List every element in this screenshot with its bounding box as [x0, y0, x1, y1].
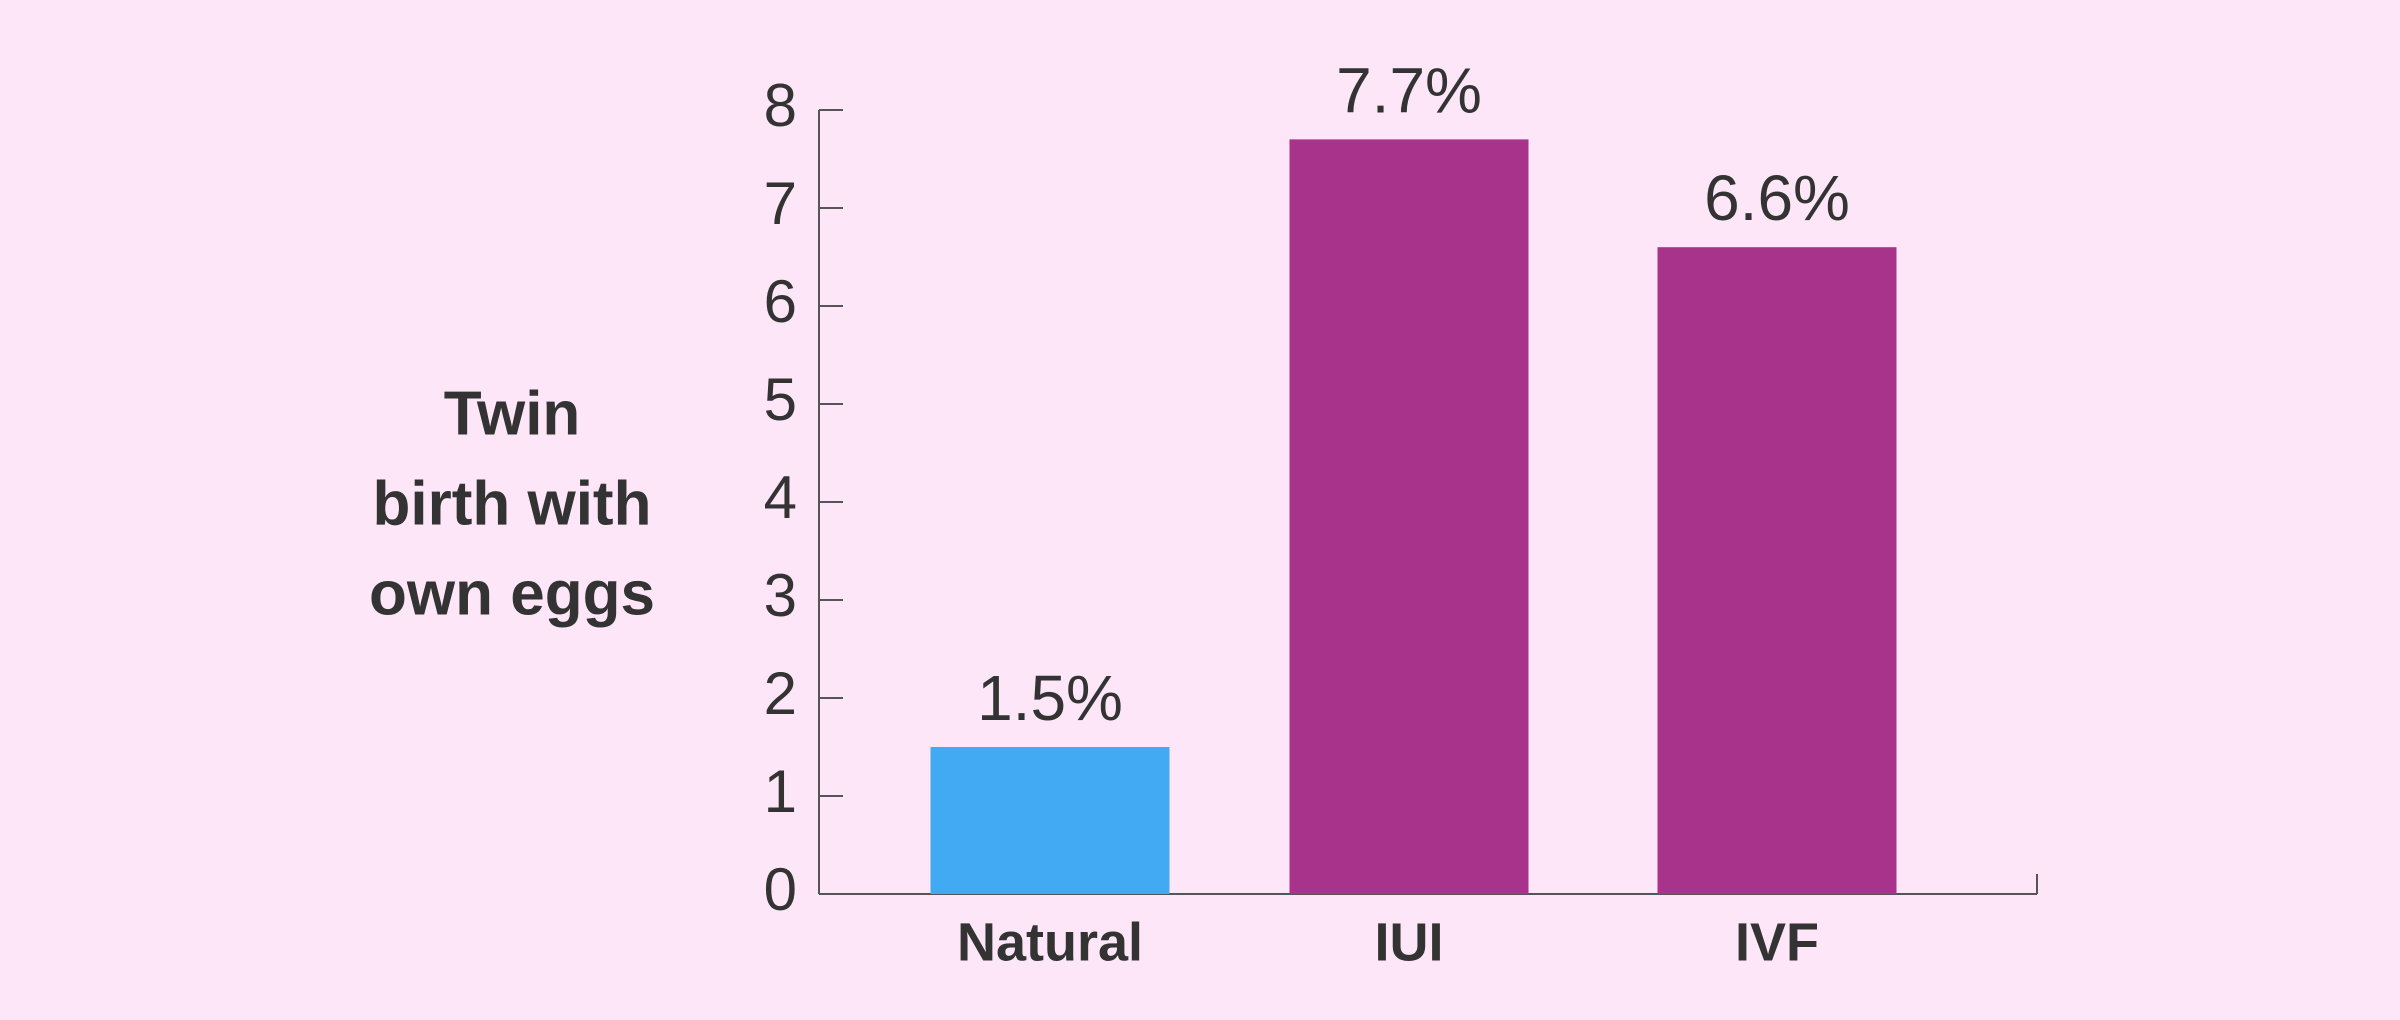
y-tick-label: 3: [764, 562, 797, 629]
y-axis-label: own eggs: [369, 559, 655, 628]
y-tick-label: 0: [764, 856, 797, 923]
x-tick-label: IVF: [1735, 912, 1819, 972]
bar: [1289, 139, 1529, 894]
x-tick-label: IUI: [1374, 912, 1443, 972]
y-tick-label: 1: [764, 758, 797, 825]
y-axis-label: birth with: [373, 469, 652, 538]
value-label: 6.6%: [1704, 162, 1850, 234]
y-tick-label: 2: [764, 660, 797, 727]
value-label: 7.7%: [1336, 54, 1482, 126]
y-tick-label: 6: [764, 268, 797, 335]
y-tick-label: 4: [764, 464, 797, 531]
y-axis-label: Twin: [444, 379, 581, 448]
y-tick-label: 5: [764, 366, 797, 433]
bar: [1657, 247, 1897, 894]
y-tick-label: 7: [764, 170, 797, 237]
x-tick-label: Natural: [957, 912, 1143, 972]
value-label: 1.5%: [977, 662, 1123, 734]
y-tick-label: 8: [764, 72, 797, 139]
bar: [930, 747, 1170, 894]
